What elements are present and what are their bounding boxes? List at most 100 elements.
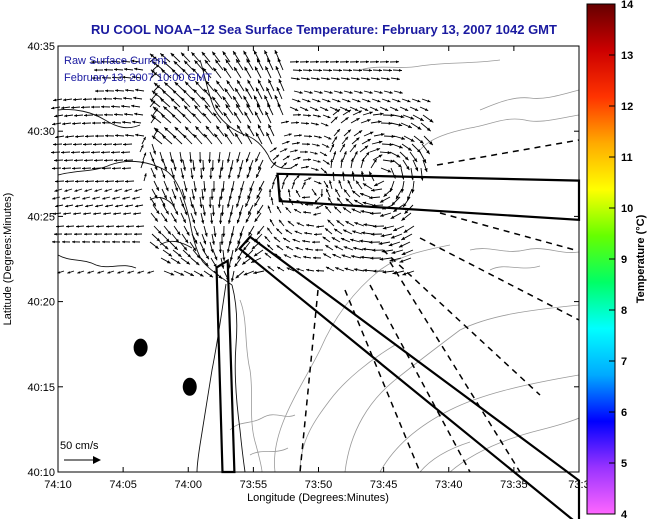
current-vector <box>323 135 332 140</box>
current-vector <box>55 204 64 208</box>
current-vector <box>299 60 310 64</box>
current-vector <box>302 239 311 243</box>
current-vector <box>300 77 310 81</box>
current-vector <box>193 270 204 277</box>
current-vector <box>149 98 161 108</box>
current-vector <box>379 257 392 261</box>
bathymetry-contour <box>489 265 541 271</box>
current-vector <box>182 134 193 145</box>
current-vector <box>243 50 251 63</box>
current-vector <box>311 240 321 244</box>
current-vector <box>223 112 232 124</box>
current-vector <box>82 196 91 200</box>
current-vector <box>413 135 424 144</box>
current-vector <box>303 134 313 138</box>
current-vector <box>401 143 413 152</box>
current-vector <box>151 143 156 155</box>
current-vector <box>102 142 113 146</box>
current-vector <box>331 98 341 103</box>
current-vector <box>388 241 401 247</box>
current-vector <box>395 188 403 200</box>
current-vector <box>313 180 322 185</box>
bathymetry-contour <box>299 344 396 473</box>
current-vector <box>91 166 102 170</box>
current-vector <box>402 196 411 208</box>
current-vector <box>70 150 81 154</box>
current-vector <box>300 165 309 169</box>
current-vector <box>303 177 312 182</box>
current-vector <box>213 270 223 280</box>
current-vector <box>402 159 410 171</box>
current-vector <box>234 257 242 268</box>
current-vector <box>72 98 83 101</box>
current-vector <box>169 241 179 251</box>
current-vector <box>289 106 299 112</box>
current-vector <box>391 196 401 206</box>
current-vector <box>269 218 275 227</box>
colorbar-tick-label: 7 <box>621 356 627 368</box>
current-vector <box>100 60 111 64</box>
current-vector <box>211 96 221 108</box>
current-vector <box>90 60 101 64</box>
coastline-segment <box>267 154 293 169</box>
current-vector <box>220 233 224 246</box>
current-vector <box>419 151 427 164</box>
current-vector <box>256 225 265 235</box>
current-vector <box>344 267 355 272</box>
current-vector <box>182 159 187 171</box>
current-vector <box>250 257 262 264</box>
current-vector <box>363 223 375 227</box>
current-vector <box>350 77 360 81</box>
current-vector <box>122 142 133 146</box>
current-vector <box>182 89 193 100</box>
current-vector <box>201 96 211 108</box>
current-vector <box>183 60 194 71</box>
current-vector <box>113 113 124 117</box>
current-vector <box>115 204 124 208</box>
current-vector <box>74 179 85 183</box>
current-vector <box>135 88 145 92</box>
current-vector <box>171 113 182 124</box>
dashed-line <box>299 289 319 473</box>
current-vector <box>350 255 362 259</box>
current-vector <box>392 225 405 232</box>
current-vector <box>191 188 196 200</box>
current-vector <box>340 237 351 243</box>
current-vector <box>71 166 82 170</box>
current-vector <box>256 188 263 199</box>
current-vector <box>171 68 182 79</box>
current-vector <box>123 212 132 216</box>
current-vector <box>400 122 413 129</box>
bathymetry-contour <box>359 59 501 71</box>
current-vector <box>159 53 171 63</box>
current-vector <box>256 103 264 116</box>
current-vector <box>403 135 415 143</box>
current-vector <box>359 60 370 64</box>
current-vector <box>114 89 125 93</box>
current-vector <box>73 232 83 236</box>
current-vector <box>254 66 262 79</box>
coastline-segment <box>57 254 137 269</box>
current-vector <box>180 212 187 224</box>
current-vector <box>329 180 333 190</box>
current-vector <box>285 245 294 251</box>
colorbar-label: Temperature (°C) <box>635 214 647 303</box>
current-vector <box>273 236 281 243</box>
current-vector <box>351 137 360 145</box>
current-vector <box>91 240 101 244</box>
current-vector <box>381 98 391 103</box>
current-vector <box>169 151 174 163</box>
y-tick-label: 40:30 <box>27 126 55 138</box>
current-vector <box>173 60 184 71</box>
current-vector <box>281 140 290 145</box>
current-vector <box>63 232 73 236</box>
x-axis-label: Longitude (Degrees:Minutes) <box>247 492 389 504</box>
coastline-segment <box>57 109 141 129</box>
bathymetry-contours <box>229 59 580 473</box>
current-vector <box>276 205 282 214</box>
current-vector <box>351 98 361 103</box>
current-vector <box>224 133 233 145</box>
current-vector <box>389 151 401 158</box>
current-vector <box>181 188 186 200</box>
dashed-line <box>436 139 580 166</box>
